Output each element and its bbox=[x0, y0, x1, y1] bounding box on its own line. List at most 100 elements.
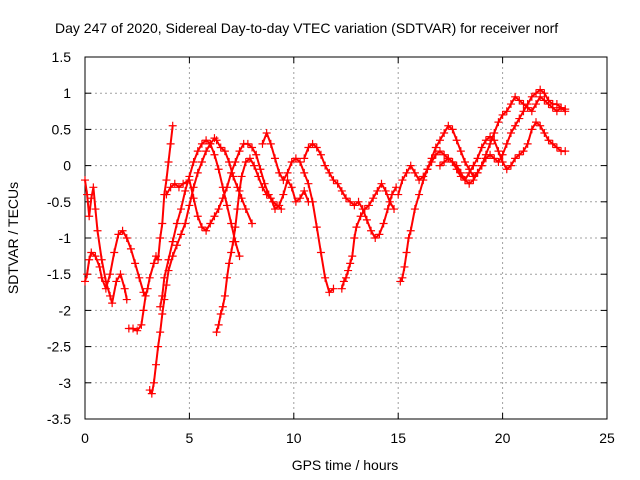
x-tick-label: 10 bbox=[286, 430, 302, 446]
data-point bbox=[394, 190, 403, 199]
y-tick-label: -2.5 bbox=[47, 339, 71, 355]
data-point bbox=[185, 201, 194, 210]
data-point bbox=[448, 125, 457, 134]
data-point bbox=[256, 165, 265, 174]
data-point bbox=[415, 176, 424, 185]
data-point bbox=[419, 172, 428, 181]
data-point bbox=[552, 107, 561, 116]
data-point bbox=[212, 328, 221, 337]
y-tick-label: -3.5 bbox=[47, 411, 71, 427]
data-point bbox=[248, 143, 257, 152]
data-point bbox=[300, 168, 309, 177]
data-point bbox=[415, 190, 424, 199]
data-point bbox=[381, 186, 390, 195]
data-point bbox=[222, 183, 231, 192]
data-point bbox=[231, 157, 240, 166]
data-point bbox=[235, 147, 244, 156]
data-point bbox=[189, 157, 198, 166]
data-point bbox=[308, 197, 317, 206]
data-point bbox=[193, 147, 202, 156]
data-point bbox=[402, 168, 411, 177]
data-point bbox=[561, 147, 570, 156]
data-point bbox=[254, 172, 263, 181]
data-point bbox=[325, 168, 334, 177]
data-point bbox=[540, 129, 549, 138]
data-point bbox=[189, 194, 198, 203]
data-point bbox=[410, 205, 419, 214]
data-point bbox=[145, 273, 154, 282]
y-tick-label: -3 bbox=[59, 375, 72, 391]
data-point bbox=[532, 89, 541, 98]
data-point bbox=[227, 248, 236, 257]
data-point bbox=[296, 157, 305, 166]
data-point bbox=[329, 176, 338, 185]
data-point bbox=[81, 277, 89, 286]
data-point bbox=[494, 157, 503, 166]
data-point bbox=[172, 241, 181, 250]
data-point bbox=[435, 161, 444, 170]
data-point bbox=[216, 143, 225, 152]
data-point bbox=[502, 107, 511, 116]
data-point bbox=[465, 168, 474, 177]
data-point bbox=[160, 273, 169, 282]
data-point bbox=[271, 154, 280, 163]
data-point bbox=[95, 262, 104, 271]
data-point bbox=[364, 201, 373, 210]
data-point bbox=[461, 176, 470, 185]
data-point bbox=[164, 255, 173, 264]
data-point bbox=[452, 165, 461, 174]
y-tick-label: 0.5 bbox=[52, 121, 72, 137]
data-point bbox=[252, 150, 261, 159]
data-point bbox=[181, 186, 190, 195]
data-point bbox=[133, 326, 142, 335]
x-tick-label: 25 bbox=[599, 430, 615, 446]
y-tick-label: -1.5 bbox=[47, 266, 71, 282]
y-axis-label: SDTVAR / TECUs bbox=[5, 182, 21, 294]
data-point bbox=[410, 168, 419, 177]
data-point bbox=[440, 150, 449, 159]
data-point bbox=[406, 161, 415, 170]
data-point bbox=[469, 161, 478, 170]
series-arc-7 bbox=[162, 139, 286, 235]
data-point bbox=[346, 259, 355, 268]
data-point bbox=[333, 179, 342, 188]
data-point bbox=[465, 179, 474, 188]
x-tick-label: 20 bbox=[495, 430, 511, 446]
data-point bbox=[218, 194, 227, 203]
data-point bbox=[210, 212, 219, 221]
data-point bbox=[143, 284, 152, 293]
data-point bbox=[229, 237, 238, 246]
data-point bbox=[379, 219, 388, 228]
data-point bbox=[481, 136, 490, 145]
data-point bbox=[423, 165, 432, 174]
data-point bbox=[193, 168, 202, 177]
data-point bbox=[101, 284, 110, 293]
data-point bbox=[273, 201, 282, 210]
data-point bbox=[356, 212, 365, 221]
data-point bbox=[139, 306, 148, 315]
data-point bbox=[498, 150, 507, 159]
data-point bbox=[375, 230, 384, 239]
data-point bbox=[527, 107, 536, 116]
data-point bbox=[264, 190, 273, 199]
data-point bbox=[494, 147, 503, 156]
data-point bbox=[83, 190, 92, 199]
data-point bbox=[502, 165, 511, 174]
data-point bbox=[287, 157, 296, 166]
data-point bbox=[235, 186, 244, 195]
data-point bbox=[106, 270, 115, 279]
data-point bbox=[135, 273, 144, 282]
data-point bbox=[156, 234, 165, 242]
data-point bbox=[149, 259, 158, 268]
data-point bbox=[373, 186, 382, 195]
data-point bbox=[325, 288, 334, 297]
data-point bbox=[222, 273, 231, 282]
data-point bbox=[149, 378, 158, 387]
data-point bbox=[350, 201, 359, 210]
data-point bbox=[490, 136, 499, 145]
data-point bbox=[527, 125, 536, 134]
data-point bbox=[346, 197, 355, 206]
data-point bbox=[154, 255, 163, 264]
data-point bbox=[481, 154, 490, 163]
